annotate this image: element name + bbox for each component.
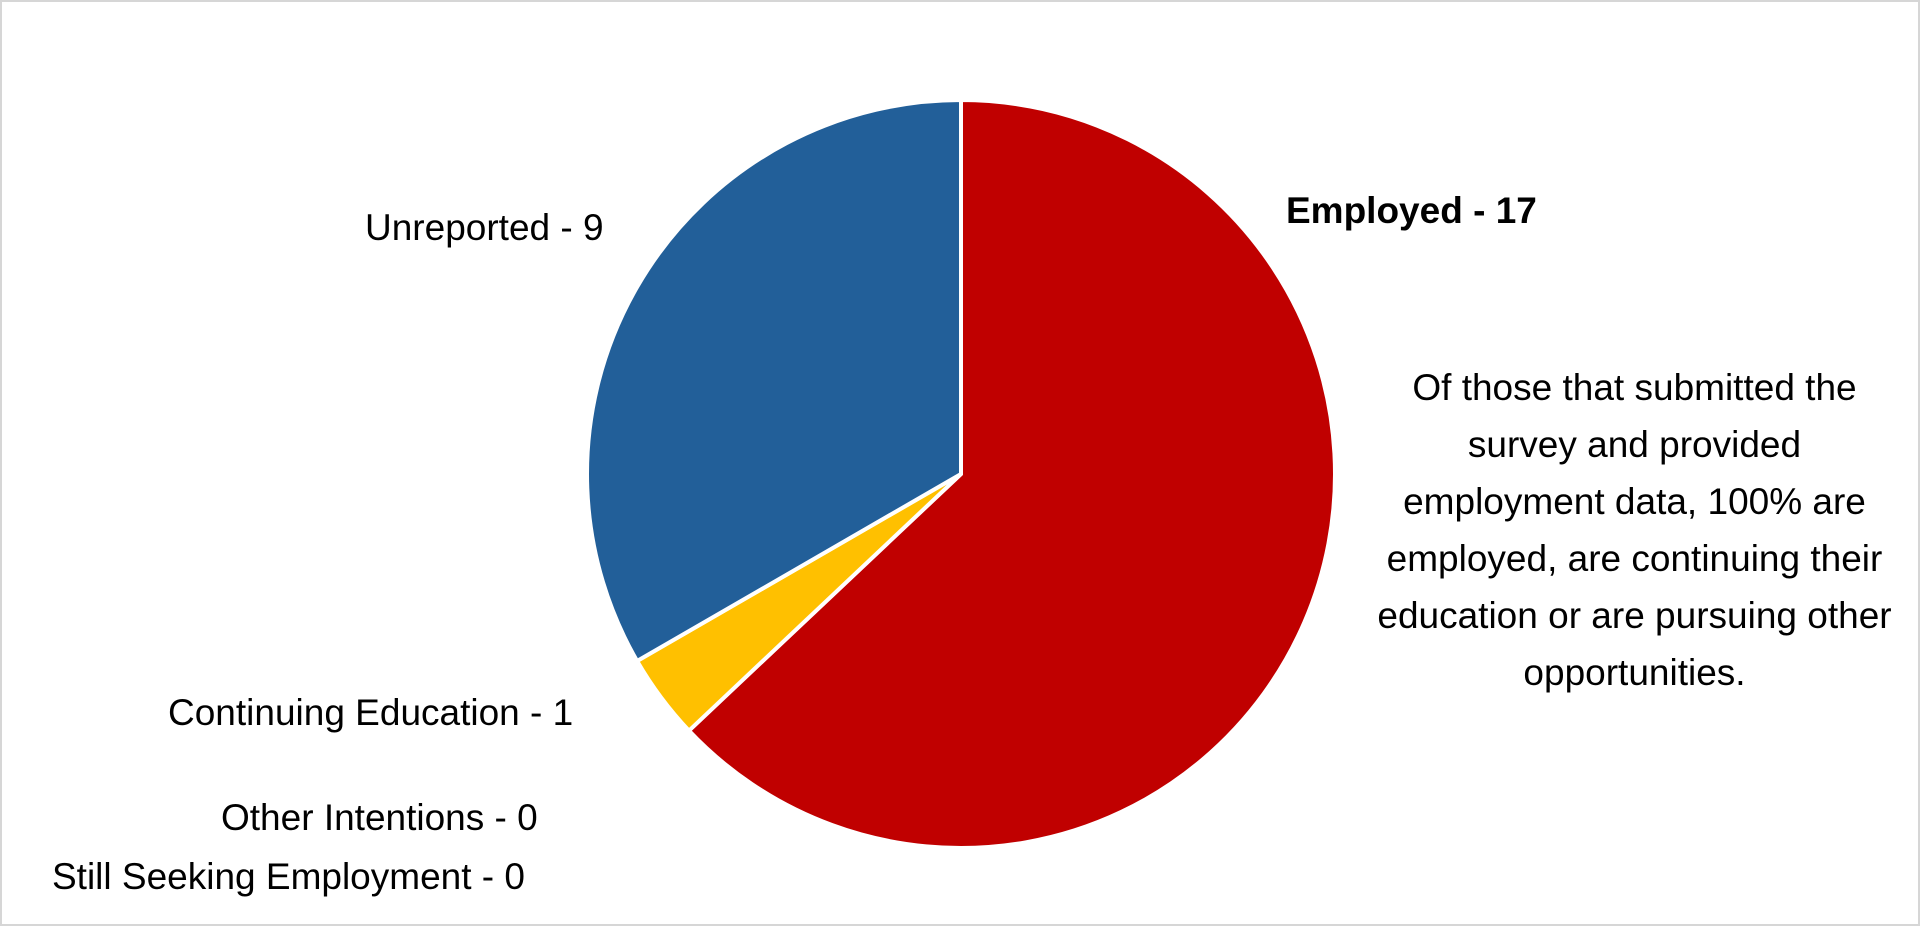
- label-employed: Employed - 17: [1286, 190, 1537, 231]
- label-still-seeking-employment: Still Seeking Employment - 0: [52, 856, 525, 897]
- label-other-intentions: Other Intentions - 0: [221, 797, 538, 838]
- label-unreported: Unreported - 9: [365, 207, 604, 248]
- annotation-text: Of those that submitted the survey and p…: [1377, 367, 1892, 693]
- pie-slice-employed: [686, 98, 1337, 850]
- label-continuing-education: Continuing Education - 1: [168, 692, 574, 733]
- pie-slice-unreported: [585, 98, 963, 663]
